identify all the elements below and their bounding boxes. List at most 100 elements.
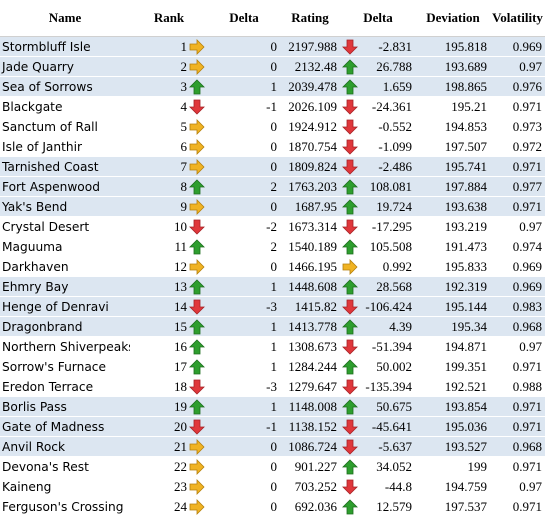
table-row[interactable]: Sorrow's Furnace 17 1 1284.244 50.002 199.351… xyxy=(0,356,545,377)
rank-cell[interactable]: 22 xyxy=(130,456,208,477)
rank-cell[interactable]: 2 xyxy=(130,56,208,77)
rating-cell[interactable]: 1673.314 xyxy=(280,216,340,237)
table-row[interactable]: Sanctum of Rall 5 0 1924.912 -0.552 194.853 0.… xyxy=(0,116,545,137)
table-row[interactable]: Tarnished Coast 7 0 1809.824 -2.486 195.741 0.… xyxy=(0,156,545,177)
rating-cell[interactable]: 1279.647 xyxy=(280,376,340,397)
rating-cell[interactable]: 1924.912 xyxy=(280,116,340,137)
deviation-cell[interactable]: 199.351 xyxy=(416,356,490,377)
deviation-cell[interactable]: 195.833 xyxy=(416,256,490,277)
rating-delta-cell[interactable]: -135.394 xyxy=(340,376,416,397)
header-name[interactable]: Name xyxy=(0,0,130,37)
volatility-cell[interactable]: 0.974 xyxy=(490,236,545,257)
rating-delta-cell[interactable]: 4.39 xyxy=(340,316,416,337)
server-name-cell[interactable]: Sorrow's Furnace xyxy=(0,356,130,377)
rank-cell[interactable]: 4 xyxy=(130,96,208,117)
rating-cell[interactable]: 1284.244 xyxy=(280,356,340,377)
rating-delta-cell[interactable]: -17.295 xyxy=(340,216,416,237)
server-name-cell[interactable]: Devona's Rest xyxy=(0,456,130,477)
header-volatility[interactable]: Volatility xyxy=(490,0,545,37)
rating-cell[interactable]: 1870.754 xyxy=(280,136,340,157)
server-name-cell[interactable]: Henge of Denravi xyxy=(0,296,130,317)
rank-cell[interactable]: 19 xyxy=(130,396,208,417)
rating-delta-cell[interactable]: -1.099 xyxy=(340,136,416,157)
deviation-cell[interactable]: 192.521 xyxy=(416,376,490,397)
rank-cell[interactable]: 10 xyxy=(130,216,208,237)
volatility-cell[interactable]: 0.968 xyxy=(490,316,545,337)
server-name-cell[interactable]: Ehmry Bay xyxy=(0,276,130,297)
rank-cell[interactable]: 7 xyxy=(130,156,208,177)
rank-delta-cell[interactable]: -1 xyxy=(208,96,280,117)
server-name-cell[interactable]: Isle of Janthir xyxy=(0,136,130,157)
rating-delta-cell[interactable]: 1.659 xyxy=(340,76,416,97)
rank-delta-cell[interactable]: 0 xyxy=(208,156,280,177)
rating-delta-cell[interactable]: 105.508 xyxy=(340,236,416,257)
rank-cell[interactable]: 23 xyxy=(130,476,208,497)
table-row[interactable]: Henge of Denravi 14 -3 1415.82 -106.424 195.1… xyxy=(0,296,545,317)
volatility-cell[interactable]: 0.971 xyxy=(490,356,545,377)
rank-cell[interactable]: 24 xyxy=(130,496,208,517)
table-row[interactable]: Ehmry Bay 13 1 1448.608 28.568 192.319 0.969 xyxy=(0,276,545,297)
deviation-cell[interactable]: 198.865 xyxy=(416,76,490,97)
rating-cell[interactable]: 2026.109 xyxy=(280,96,340,117)
deviation-cell[interactable]: 193.219 xyxy=(416,216,490,237)
rating-cell[interactable]: 1415.82 xyxy=(280,296,340,317)
volatility-cell[interactable]: 0.977 xyxy=(490,176,545,197)
rank-delta-cell[interactable]: 1 xyxy=(208,316,280,337)
table-row[interactable]: Isle of Janthir 6 0 1870.754 -1.099 197.507 0.… xyxy=(0,136,545,157)
volatility-cell[interactable]: 0.971 xyxy=(490,396,545,417)
rating-cell[interactable]: 2197.988 xyxy=(280,36,340,57)
server-name-cell[interactable]: Sea of Sorrows xyxy=(0,76,130,97)
table-row[interactable]: Kaineng 23 0 703.252 -44.8 194.759 0.97 xyxy=(0,476,545,497)
server-name-cell[interactable]: Anvil Rock xyxy=(0,436,130,457)
rating-delta-cell[interactable]: -106.424 xyxy=(340,296,416,317)
rating-delta-cell[interactable]: -5.637 xyxy=(340,436,416,457)
rank-delta-cell[interactable]: -3 xyxy=(208,296,280,317)
deviation-cell[interactable]: 194.853 xyxy=(416,116,490,137)
server-name-cell[interactable]: Sanctum of Rall xyxy=(0,116,130,137)
rating-delta-cell[interactable]: 28.568 xyxy=(340,276,416,297)
rating-cell[interactable]: 1413.778 xyxy=(280,316,340,337)
rating-cell[interactable]: 2132.48 xyxy=(280,56,340,77)
rating-delta-cell[interactable]: -45.641 xyxy=(340,416,416,437)
volatility-cell[interactable]: 0.971 xyxy=(490,96,545,117)
server-name-cell[interactable]: Ferguson's Crossing xyxy=(0,496,130,517)
header-rating[interactable]: Rating xyxy=(280,0,340,37)
rank-delta-cell[interactable]: 1 xyxy=(208,396,280,417)
rank-cell[interactable]: 21 xyxy=(130,436,208,457)
volatility-cell[interactable]: 0.97 xyxy=(490,56,545,77)
volatility-cell[interactable]: 0.969 xyxy=(490,36,545,57)
deviation-cell[interactable]: 193.689 xyxy=(416,56,490,77)
server-name-cell[interactable]: Fort Aspenwood xyxy=(0,176,130,197)
rank-delta-cell[interactable]: 2 xyxy=(208,176,280,197)
rating-cell[interactable]: 901.227 xyxy=(280,456,340,477)
rating-delta-cell[interactable]: -0.552 xyxy=(340,116,416,137)
volatility-cell[interactable]: 0.971 xyxy=(490,196,545,217)
rank-delta-cell[interactable]: 1 xyxy=(208,336,280,357)
rank-delta-cell[interactable]: 1 xyxy=(208,276,280,297)
server-name-cell[interactable]: Stormbluff Isle xyxy=(0,36,130,57)
rank-delta-cell[interactable]: 0 xyxy=(208,136,280,157)
server-name-cell[interactable]: Jade Quarry xyxy=(0,56,130,77)
table-row[interactable]: Blackgate 4 -1 2026.109 -24.361 195.21 0.971 xyxy=(0,96,545,117)
deviation-cell[interactable]: 193.854 xyxy=(416,396,490,417)
table-row[interactable]: Dragonbrand 15 1 1413.778 4.39 195.34 0.968 xyxy=(0,316,545,337)
rating-cell[interactable]: 1086.724 xyxy=(280,436,340,457)
rating-cell[interactable]: 1448.608 xyxy=(280,276,340,297)
volatility-cell[interactable]: 0.971 xyxy=(490,416,545,437)
rank-delta-cell[interactable]: 1 xyxy=(208,76,280,97)
table-row[interactable]: Borlis Pass 19 1 1148.008 50.675 193.854 0.971 xyxy=(0,396,545,417)
rating-delta-cell[interactable]: 108.081 xyxy=(340,176,416,197)
volatility-cell[interactable]: 0.968 xyxy=(490,436,545,457)
rating-cell[interactable]: 1138.152 xyxy=(280,416,340,437)
server-name-cell[interactable]: Darkhaven xyxy=(0,256,130,277)
header-rating-delta[interactable]: Delta xyxy=(340,0,416,37)
deviation-cell[interactable]: 195.818 xyxy=(416,36,490,57)
header-rank[interactable]: Rank xyxy=(130,0,208,37)
server-name-cell[interactable]: Gate of Madness xyxy=(0,416,130,437)
volatility-cell[interactable]: 0.969 xyxy=(490,276,545,297)
table-row[interactable]: Jade Quarry 2 0 2132.48 26.788 193.689 0.97 xyxy=(0,56,545,77)
table-row[interactable]: Devona's Rest 22 0 901.227 34.052 199 0.971 xyxy=(0,456,545,477)
server-name-cell[interactable]: Crystal Desert xyxy=(0,216,130,237)
rank-cell[interactable]: 20 xyxy=(130,416,208,437)
rating-delta-cell[interactable]: -51.394 xyxy=(340,336,416,357)
